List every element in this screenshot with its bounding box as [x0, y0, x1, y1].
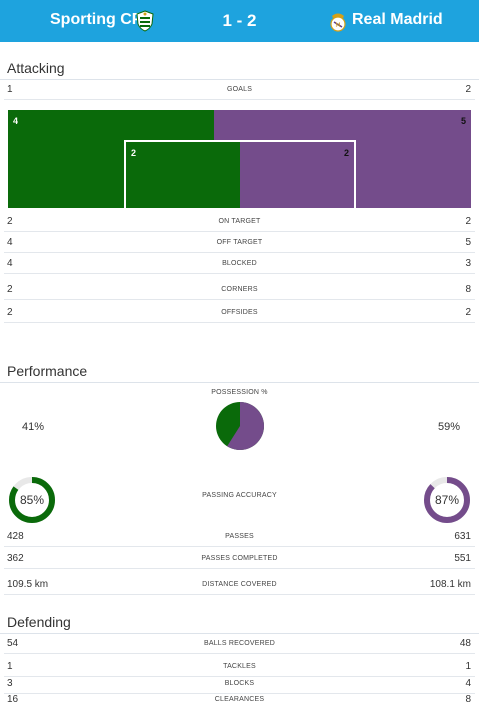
stat-label: CORNERS: [221, 286, 258, 293]
away-value: 2: [465, 307, 471, 318]
stat-row-corners: 2 CORNERS 8: [0, 280, 479, 300]
home-value: 54: [7, 638, 19, 649]
stat-row-balls-recovered: 54 BALLS RECOVERED 48: [0, 634, 479, 654]
away-value: 2: [465, 216, 471, 227]
row-divider: [4, 231, 475, 232]
row-divider: [4, 676, 475, 677]
real-madrid-crest-icon: M: [330, 13, 346, 32]
away-passing-accuracy-donut: [424, 477, 470, 523]
match-score: 1 - 2: [222, 11, 257, 30]
away-value: 4: [465, 678, 471, 689]
defending-section-title: Defending: [7, 614, 71, 630]
away-value: 631: [454, 531, 471, 542]
shots-breakdown-box: 4 5 2 2: [8, 110, 471, 208]
away-possession-slice: [227, 402, 264, 450]
stat-label: BLOCKED: [222, 260, 257, 267]
away-value: 551: [454, 553, 471, 564]
row-divider: [4, 594, 475, 595]
home-value: 109.5 km: [7, 579, 49, 590]
away-value: 48: [459, 638, 471, 649]
row-divider: [4, 568, 475, 569]
stat-label: PASSING ACCURACY: [202, 492, 277, 499]
home-value: 428: [7, 531, 24, 542]
row-divider: [4, 693, 475, 694]
stat-row-tackles: 1 TACKLES 1: [0, 657, 479, 677]
home-value: 2: [7, 284, 13, 295]
home-team-name[interactable]: Sporting CP: [50, 11, 143, 28]
away-value: 108.1 km: [429, 579, 471, 590]
stat-label: TACKLES: [223, 663, 256, 670]
away-team-name[interactable]: Real Madrid: [352, 11, 443, 28]
away-passing-accuracy-arc: [424, 477, 470, 523]
away-value: 8: [465, 284, 471, 295]
sporting-crest-icon: [136, 10, 154, 32]
stat-row-distance-covered: 109.5 km DISTANCE COVERED 108.1 km: [0, 575, 479, 595]
home-value: 1: [7, 661, 13, 672]
penalty-box: 2 2: [124, 140, 356, 208]
stat-row-on-target: 2 ON TARGET 2: [0, 212, 479, 232]
stat-label: ON TARGET: [218, 218, 261, 225]
row-divider: [4, 252, 475, 253]
home-value: 2: [7, 307, 13, 318]
stat-label: GOALS: [226, 86, 253, 93]
possession-label-row: POSSESSION %: [0, 383, 479, 403]
row-divider: [4, 653, 475, 654]
stat-label: BALLS RECOVERED: [203, 640, 276, 647]
stat-row-blocks: 3 BLOCKS 4: [0, 674, 479, 694]
stat-label: OFF TARGET: [216, 239, 263, 246]
stat-label: POSSESSION %: [211, 389, 268, 396]
home-value: 16: [7, 694, 19, 705]
row-divider: [4, 273, 475, 274]
svg-text:M: M: [335, 22, 340, 29]
away-possession-value: 59%: [438, 421, 461, 433]
stat-row-offsides: 2 OFFSIDES 2: [0, 303, 479, 323]
away-value: 2: [465, 84, 471, 95]
away-value: 5: [465, 237, 471, 248]
away-value: 3: [465, 258, 471, 269]
performance-section-title: Performance: [7, 363, 88, 379]
home-inbox-area: [126, 142, 240, 208]
section-divider: [0, 79, 479, 80]
stat-row-clearances: 16 CLEARANCES 8: [0, 690, 479, 707]
away-value: 1: [465, 661, 471, 672]
section-divider: [0, 633, 479, 634]
away-inbox-shots: 2: [343, 148, 349, 158]
stat-label: PASSES COMPLETED: [201, 555, 278, 562]
home-total-shots: 4: [13, 116, 19, 126]
home-value: 362: [7, 553, 24, 564]
stat-row-passes: 428 PASSES 631: [0, 527, 479, 547]
home-passing-accuracy-value: 85%: [19, 493, 45, 507]
match-header: Sporting CP 1 - 2 M Real Madrid: [0, 0, 479, 42]
possession-pie-chart: [216, 402, 264, 450]
passing-accuracy-label-row: PASSING ACCURACY: [0, 486, 479, 506]
home-possession-value: 41%: [22, 421, 45, 433]
stat-row-passes-completed: 362 PASSES COMPLETED 551: [0, 549, 479, 569]
home-value: 4: [7, 237, 13, 248]
home-value: 2: [7, 216, 13, 227]
stat-row-blocked: 4 BLOCKED 3: [0, 254, 479, 274]
stat-label: DISTANCE COVERED: [202, 581, 277, 588]
section-divider: [0, 382, 479, 383]
away-value: 8: [465, 694, 471, 705]
row-divider: [4, 99, 475, 100]
home-value: 4: [7, 258, 13, 269]
home-inbox-shots: 2: [131, 148, 137, 158]
attacking-section-title: Attacking: [7, 60, 65, 76]
stat-label: CLEARANCES: [214, 696, 265, 703]
away-passing-accuracy-value: 87%: [434, 493, 460, 507]
away-total-shots: 5: [460, 116, 466, 126]
row-divider: [4, 546, 475, 547]
home-value: 3: [7, 678, 13, 689]
stat-label: PASSES: [225, 533, 254, 540]
home-passing-accuracy-arc: [9, 477, 55, 523]
home-value: 1: [7, 84, 13, 95]
home-passing-accuracy-donut: [9, 477, 55, 523]
stat-label: OFFSIDES: [221, 309, 258, 316]
stat-row-off-target: 4 OFF TARGET 5: [0, 233, 479, 253]
stat-label: BLOCKS: [224, 680, 255, 687]
stat-row-goals: 1 GOALS 2: [0, 80, 479, 100]
row-divider: [4, 322, 475, 323]
row-divider: [4, 299, 475, 300]
